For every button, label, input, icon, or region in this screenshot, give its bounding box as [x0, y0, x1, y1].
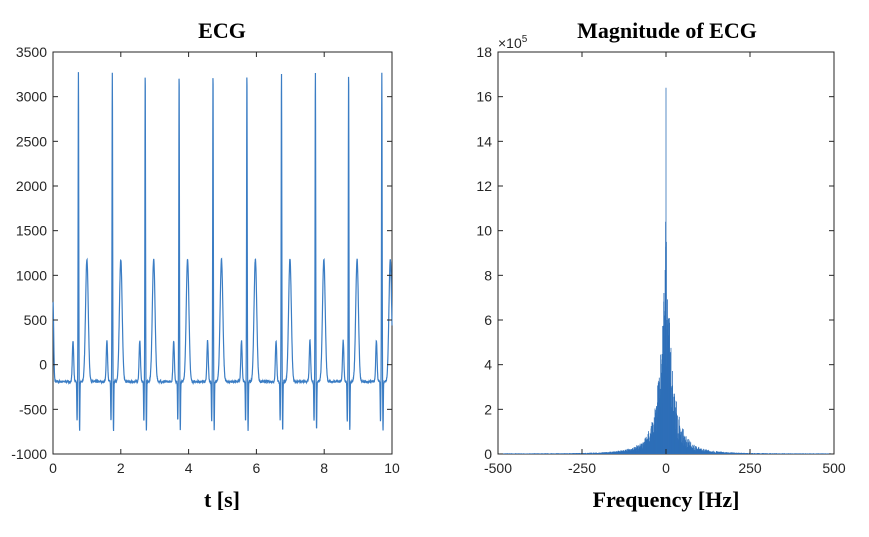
ecg-y-tick-label: 500: [24, 312, 48, 328]
ecg-x-tick-label: 2: [117, 460, 125, 476]
fft-y-tick-label: 8: [484, 267, 492, 283]
fft-series: [497, 87, 835, 454]
fft-x-tick-label: -500: [484, 460, 512, 476]
fft-panel: ×105 Magnitude of ECG 0 2 4 6 8 10 12 14 16 18 -5…: [476, 18, 845, 512]
ecg-y-axis: -1000 -500 0 500 1000 1500 2000 2500 3000 3500: [11, 44, 392, 462]
fft-y-axis: 0 2 4 6 8 10 12 14 16 18: [476, 44, 834, 462]
ecg-y-tick-label: 1500: [16, 223, 47, 239]
ecg-x-tick-label: 6: [253, 460, 261, 476]
ecg-x-tick-label: 10: [384, 460, 400, 476]
fft-y-tick-label: 2: [484, 401, 492, 417]
fft-y-tick-label: 10: [476, 223, 492, 239]
ecg-y-tick-label: 1000: [16, 267, 47, 283]
ecg-x-tick-label: 8: [320, 460, 328, 476]
ecg-y-tick-label: -500: [19, 401, 47, 417]
ecg-x-tick-label: 4: [185, 460, 193, 476]
fft-y-multiplier: ×105: [498, 34, 528, 51]
ecg-x-tick-label: 0: [49, 460, 57, 476]
fft-y-tick-label: 4: [484, 357, 492, 373]
fft-title: Magnitude of ECG: [577, 18, 757, 43]
ecg-y-tick-label: 3500: [16, 44, 47, 60]
ecg-y-tick-label: 2000: [16, 178, 47, 194]
fft-y-tick-label: 14: [476, 133, 492, 149]
ecg-x-label: t [s]: [204, 487, 240, 512]
fft-x-tick-label: 0: [662, 460, 670, 476]
ecg-y-tick-label: 3000: [16, 89, 47, 105]
ecg-y-tick-label: 0: [39, 357, 47, 373]
fft-y-tick-label: 6: [484, 312, 492, 328]
fft-x-tick-label: 250: [738, 460, 762, 476]
fft-y-tick-label: 0: [484, 446, 492, 462]
ecg-series-line: [52, 72, 393, 432]
fft-x-tick-label: 500: [822, 460, 846, 476]
ecg-y-tick-label: 2500: [16, 133, 47, 149]
fft-y-tick-label: 16: [476, 89, 492, 105]
ecg-panel: ECG -1000 -500 0 500 1000 1500 2000 2500 3000 350…: [11, 18, 400, 512]
ecg-title: ECG: [198, 18, 246, 43]
ecg-x-axis: 0 2 4 6 8 10: [49, 52, 400, 476]
fft-x-axis: -500 -250 0 250 500: [484, 52, 846, 476]
fft-y-tick-label: 18: [476, 44, 492, 60]
fft-x-label: Frequency [Hz]: [593, 487, 740, 512]
fft-y-tick-label: 12: [476, 178, 492, 194]
fft-x-tick-label: -250: [568, 460, 596, 476]
ecg-y-tick-label: -1000: [11, 446, 47, 462]
ecg-axes-box: [52, 51, 393, 455]
